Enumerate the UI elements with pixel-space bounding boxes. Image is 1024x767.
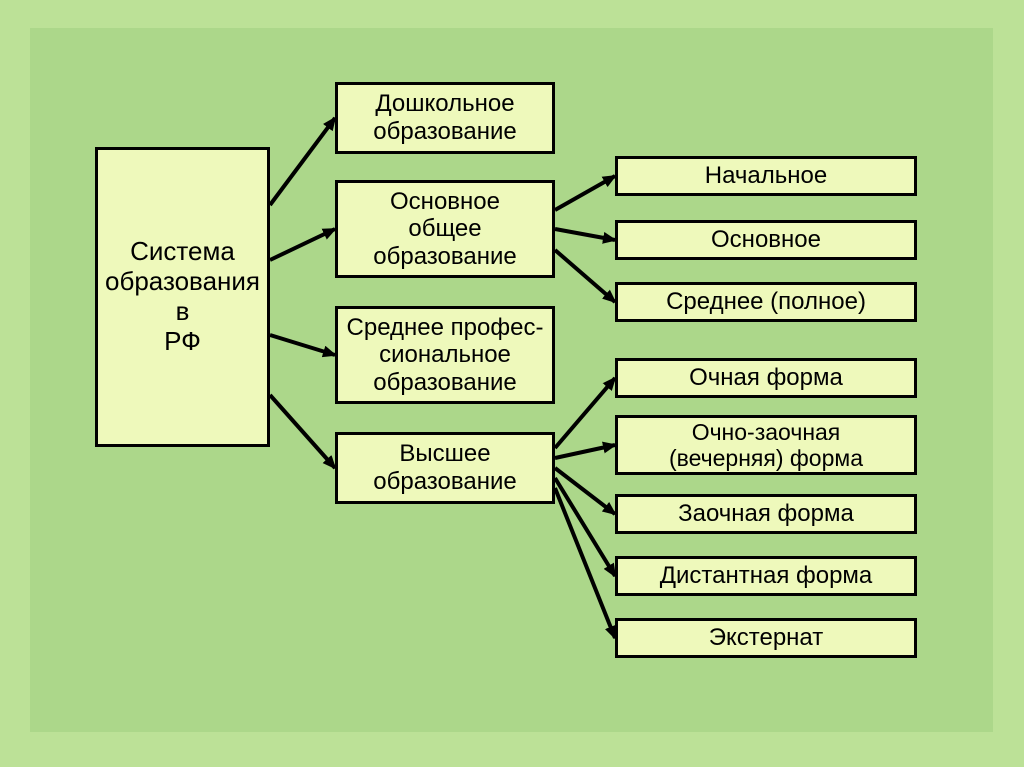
node-secondary: Среднее (полное): [615, 282, 917, 322]
diagram-canvas: Система образования в РФ Дошкольное образ…: [0, 0, 1024, 767]
node-external: Экстернат: [615, 618, 917, 658]
node-primary: Начальное: [615, 156, 917, 196]
node-higher: Высшее образование: [335, 432, 555, 504]
node-evening: Очно-заочная (вечерняя) форма: [615, 415, 917, 475]
node-basic: Основное: [615, 220, 917, 260]
node-parttime: Заочная форма: [615, 494, 917, 534]
node-general: Основное общее образование: [335, 180, 555, 278]
node-fulltime: Очная форма: [615, 358, 917, 398]
node-distance: Дистантная форма: [615, 556, 917, 596]
node-vocational: Среднее профес- сиональное образование: [335, 306, 555, 404]
node-preschool: Дошкольное образование: [335, 82, 555, 154]
node-root: Система образования в РФ: [95, 147, 270, 447]
